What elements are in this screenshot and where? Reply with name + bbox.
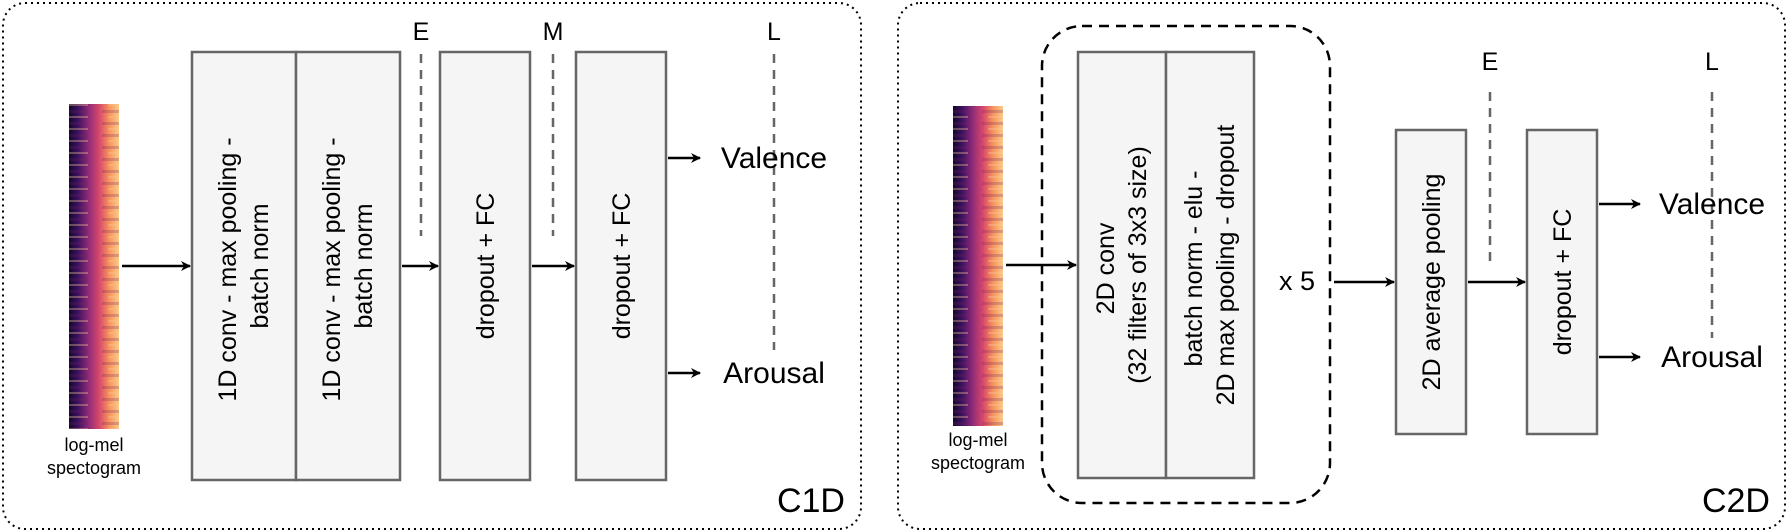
block-dropout-fc-1-label: dropout + FC bbox=[472, 193, 500, 340]
panel-label-c2d: C2D bbox=[1702, 482, 1770, 520]
block-batchnorm-label: batch norm - elu - 2D max pooling - drop… bbox=[1180, 125, 1240, 406]
block-2d-conv-label: 2D conv (32 filters of 3x3 size) bbox=[1092, 146, 1152, 384]
block-dropout-fc-1 bbox=[438, 50, 532, 482]
output-c2d-arousal: Arousal bbox=[1661, 341, 1763, 374]
block-batchnorm-elu-pool-dropout bbox=[1164, 50, 1256, 480]
panel-c2d: log-mel spectogram x 5 2D conv (32 filte… bbox=[897, 2, 1786, 530]
panel-frame-c1d bbox=[2, 2, 862, 530]
spectrogram-c1d bbox=[69, 104, 119, 429]
panel-label-c1d: C1D bbox=[777, 482, 845, 520]
block-dropout-fc-c2d-label: dropout + FC bbox=[1549, 209, 1577, 356]
tap-label-c2d-e: E bbox=[1482, 48, 1499, 76]
block-dropout-fc-2 bbox=[574, 50, 668, 482]
input-caption-c2d-line2: spectogram bbox=[931, 453, 1025, 473]
output-c1d-arousal: Arousal bbox=[723, 357, 825, 390]
block-1d-conv-2 bbox=[294, 50, 402, 482]
spectrogram-c2d bbox=[953, 106, 1003, 426]
input-caption-c1d-line2: spectogram bbox=[47, 458, 141, 478]
input-caption-c1d-line1: log-mel bbox=[64, 435, 123, 455]
block-1d-conv-2-label: 1D conv - max pooling - batch norm bbox=[318, 131, 378, 402]
block-2d-average-pooling bbox=[1394, 128, 1468, 436]
repeat-count-label: x 5 bbox=[1279, 266, 1315, 296]
input-caption-c2d-line1: log-mel bbox=[948, 430, 1007, 450]
block-dropout-fc-c2d bbox=[1525, 128, 1599, 436]
output-c1d-valence: Valence bbox=[721, 142, 827, 175]
panel-frame-c2d bbox=[897, 2, 1786, 530]
block-1d-conv-1 bbox=[190, 50, 298, 482]
panel-c1d: log-mel spectogram 1D conv - max pooling… bbox=[2, 2, 862, 530]
block-dropout-fc-2-label: dropout + FC bbox=[608, 193, 636, 340]
block-1d-conv-1-label: 1D conv - max pooling - batch norm bbox=[214, 131, 274, 402]
tap-label-c2d-l: L bbox=[1705, 48, 1719, 76]
block-2d-average-pooling-label: 2D average pooling bbox=[1418, 174, 1446, 391]
tap-label-c1d-m: M bbox=[543, 18, 564, 46]
tap-label-c1d-l: L bbox=[767, 18, 781, 46]
output-c2d-valence: Valence bbox=[1659, 188, 1765, 221]
tap-label-c1d-e: E bbox=[413, 18, 430, 46]
